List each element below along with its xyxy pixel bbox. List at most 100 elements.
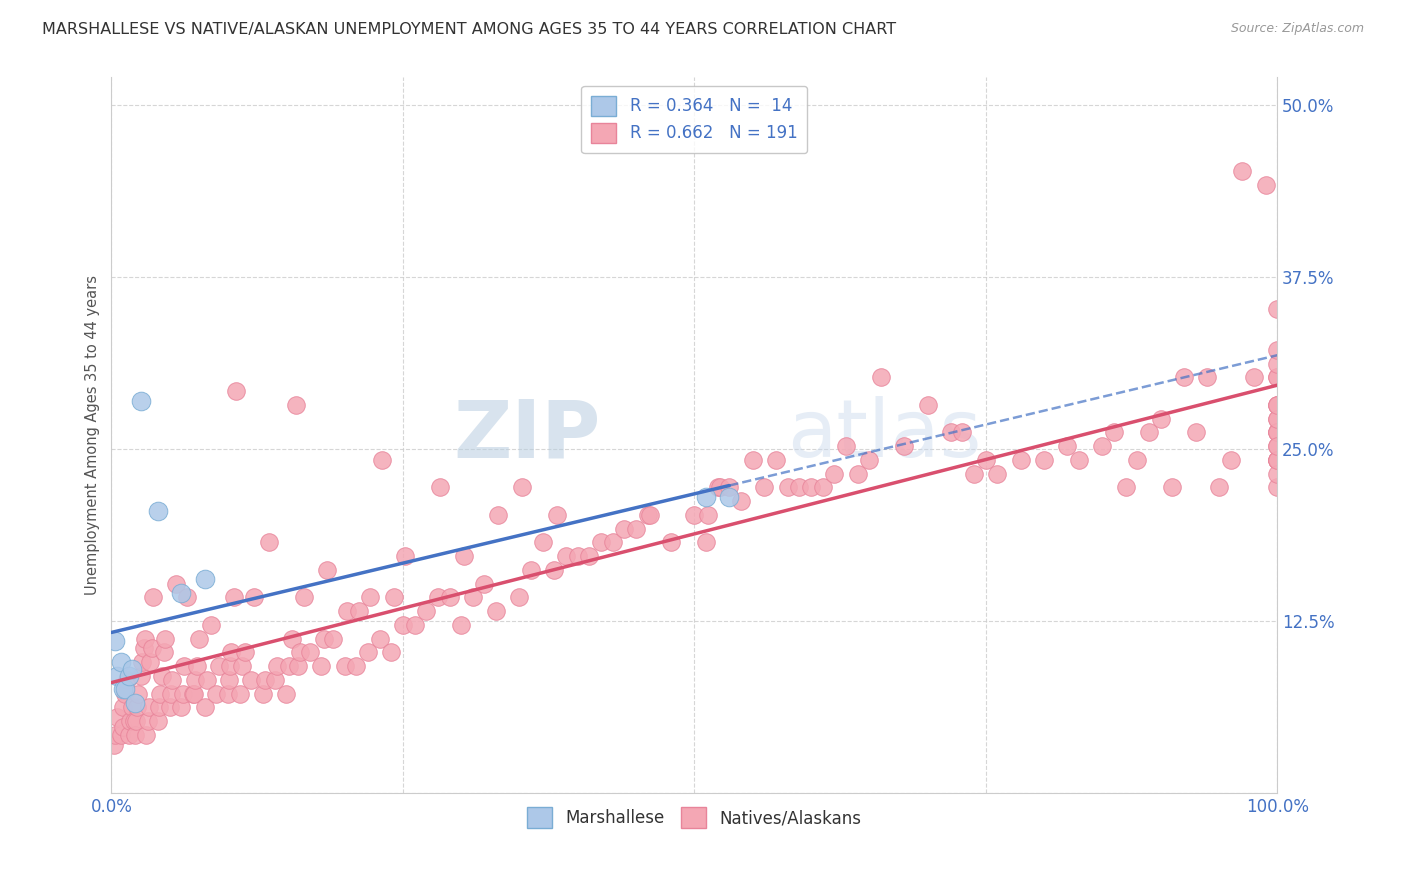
Point <box>1265 425 1288 440</box>
Point <box>195 673 218 687</box>
Point <box>127 687 149 701</box>
Point <box>811 480 834 494</box>
Point <box>139 655 162 669</box>
Point <box>142 591 165 605</box>
Point <box>336 604 359 618</box>
Point <box>252 687 274 701</box>
Point <box>1243 370 1265 384</box>
Point <box>1265 452 1288 467</box>
Point <box>531 535 554 549</box>
Point <box>194 700 217 714</box>
Point <box>1265 398 1288 412</box>
Point <box>638 508 661 522</box>
Point <box>1208 480 1230 494</box>
Point <box>404 618 426 632</box>
Point <box>254 673 277 687</box>
Point <box>637 508 659 522</box>
Point <box>1265 452 1288 467</box>
Text: Source: ZipAtlas.com: Source: ZipAtlas.com <box>1230 22 1364 36</box>
Point <box>520 563 543 577</box>
Point <box>160 687 183 701</box>
Point <box>186 659 208 673</box>
Point <box>1265 452 1288 467</box>
Point <box>153 645 176 659</box>
Point <box>1102 425 1125 440</box>
Point <box>184 673 207 687</box>
Point <box>121 662 143 676</box>
Point <box>222 591 245 605</box>
Point <box>277 659 299 673</box>
Point <box>187 632 209 646</box>
Point <box>718 480 741 494</box>
Point <box>266 659 288 673</box>
Point <box>1265 480 1288 494</box>
Point <box>823 467 845 481</box>
Point <box>718 490 741 504</box>
Point <box>858 452 880 467</box>
Point <box>170 586 193 600</box>
Point <box>257 535 280 549</box>
Point <box>160 673 183 687</box>
Point <box>429 480 451 494</box>
Point <box>1265 425 1288 440</box>
Point <box>567 549 589 563</box>
Point <box>141 641 163 656</box>
Point <box>276 687 298 701</box>
Point <box>290 645 312 659</box>
Point <box>1219 452 1241 467</box>
Point <box>170 700 193 714</box>
Point <box>1265 370 1288 384</box>
Point <box>114 682 136 697</box>
Point <box>316 563 339 577</box>
Point <box>371 452 394 467</box>
Point <box>394 549 416 563</box>
Point <box>359 591 381 605</box>
Point <box>800 480 823 494</box>
Point <box>104 728 127 742</box>
Point <box>121 700 143 714</box>
Point <box>357 645 380 659</box>
Point <box>754 480 776 494</box>
Point <box>1265 370 1288 384</box>
Point <box>1137 425 1160 440</box>
Point <box>125 700 148 714</box>
Point <box>135 728 157 742</box>
Point <box>129 393 152 408</box>
Point <box>217 687 239 701</box>
Point <box>380 645 402 659</box>
Point <box>1115 480 1137 494</box>
Point <box>104 634 127 648</box>
Point <box>1091 439 1114 453</box>
Point <box>136 714 159 728</box>
Text: atlas: atlas <box>787 396 981 474</box>
Point <box>129 669 152 683</box>
Point <box>1184 425 1206 440</box>
Point <box>1254 178 1277 192</box>
Point <box>485 604 508 618</box>
Point <box>149 687 172 701</box>
Point <box>309 659 332 673</box>
Point <box>870 370 893 384</box>
Point <box>112 682 135 697</box>
Point <box>591 535 613 549</box>
Point <box>112 700 135 714</box>
Point <box>284 398 307 412</box>
Point <box>461 591 484 605</box>
Point <box>683 508 706 522</box>
Point <box>231 659 253 673</box>
Point <box>176 591 198 605</box>
Point <box>1265 467 1288 481</box>
Point <box>453 549 475 563</box>
Point <box>578 549 600 563</box>
Point <box>415 604 437 618</box>
Point <box>730 494 752 508</box>
Point <box>344 659 367 673</box>
Point <box>439 591 461 605</box>
Point <box>105 669 128 683</box>
Point <box>1265 425 1288 440</box>
Point <box>893 439 915 453</box>
Point <box>659 535 682 549</box>
Point <box>200 618 222 632</box>
Point <box>110 655 132 669</box>
Point <box>240 673 263 687</box>
